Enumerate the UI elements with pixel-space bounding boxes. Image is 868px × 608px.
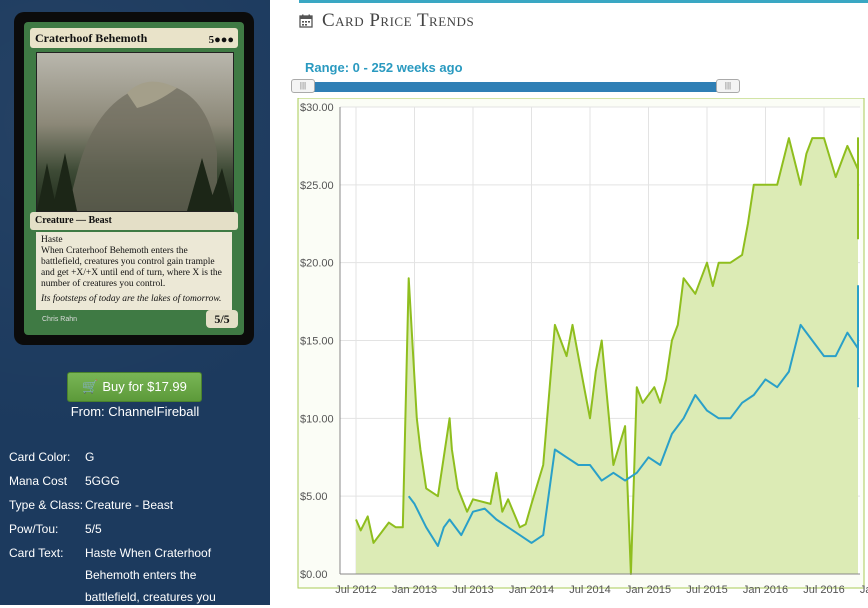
creature-art: [37, 81, 233, 211]
detail-label: Type & Class:: [9, 498, 84, 512]
y-tick-label: $10.00: [300, 413, 334, 425]
card-artist: Chris Rahn: [42, 316, 78, 323]
page-title: Card Price Trends: [322, 10, 475, 31]
card-type-line: Creature — Beast: [30, 212, 238, 230]
x-tick-label: Jan 2016: [743, 584, 788, 596]
detail-label: Card Text:: [9, 546, 64, 560]
detail-value: G: [85, 450, 95, 464]
card-title-bar: Craterhoof Behemoth 5●●●: [30, 28, 238, 48]
x-tick-label: Jul 2013: [452, 584, 494, 596]
card-rules-text: Haste When Craterhoof Behemoth enters th…: [41, 235, 222, 289]
detail-label: Card Color:: [9, 450, 71, 464]
x-axis: Jul 2012 Jan 2013 Jul 2013 Jan 2014 Jul 2014…: [335, 573, 868, 596]
y-tick-label: $5.00: [300, 491, 328, 503]
detail-value: Haste When Craterhoof Behemoth enters th…: [85, 546, 216, 604]
series-area-0: [356, 138, 858, 574]
calendar-icon: [299, 14, 313, 33]
x-tick-label: Jul 2015: [686, 584, 728, 596]
card-power-toughness: 5/5: [206, 310, 238, 328]
series-line-0: [355, 137, 859, 575]
x-tick-label: Jan 2013: [392, 584, 437, 596]
header-accent-line: [299, 0, 868, 3]
buy-button[interactable]: 🛒 Buy for $17.99: [67, 372, 202, 402]
range-label: Range: 0 - 252 weeks ago: [305, 60, 463, 75]
detail-value: 5/5: [85, 522, 102, 536]
sidebar: Craterhoof Behemoth 5●●● Creature — Beas…: [0, 0, 270, 605]
x-tick-label: Jul 2014: [569, 584, 611, 596]
y-tick-label: $25.00: [300, 180, 334, 192]
slider-handle-right[interactable]: |||: [716, 79, 740, 93]
card-image: Craterhoof Behemoth 5●●● Creature — Beas…: [14, 12, 254, 345]
card-flavor-text: Its footsteps of today are the lakes of …: [41, 294, 222, 304]
card-mana-cost: 5●●●: [208, 34, 234, 46]
detail-label: Mana Cost: [9, 474, 68, 488]
detail-label: Pow/Tou:: [9, 522, 59, 536]
y-axis: $0.00 $5.00 $10.00 $15.00 $20.00 $25.00 $30.00: [300, 102, 341, 581]
buy-label: Buy for $17.99: [102, 379, 187, 394]
card-name: Craterhoof Behemoth: [35, 31, 148, 45]
card-artwork: [36, 52, 234, 212]
card-text-box: Haste When Craterhoof Behemoth enters th…: [36, 232, 232, 310]
slider-handle-left[interactable]: |||: [291, 79, 315, 93]
x-tick-label: Jan 2017: [860, 584, 868, 596]
cart-icon: 🛒: [82, 379, 99, 394]
x-tick-label: Jul 2016: [803, 584, 845, 596]
card-frame: Craterhoof Behemoth 5●●● Creature — Beas…: [24, 22, 244, 335]
y-tick-label: $30.00: [300, 102, 334, 114]
detail-value: 5GGG: [85, 474, 120, 488]
series-line-1: [407, 285, 859, 547]
chart-series: [355, 137, 859, 575]
range-slider[interactable]: [300, 82, 740, 92]
x-tick-label: Jan 2014: [509, 584, 554, 596]
price-chart: $0.00 $5.00 $10.00 $15.00 $20.00 $25.00 $30.00…: [297, 98, 868, 596]
x-tick-label: Jul 2012: [335, 584, 377, 596]
y-tick-label: $0.00: [300, 569, 328, 581]
y-tick-label: $20.00: [300, 258, 334, 270]
detail-value: Creature - Beast: [85, 498, 174, 512]
buy-source: From: ChannelFireball: [70, 404, 200, 419]
y-tick-label: $15.00: [300, 336, 334, 348]
x-tick-label: Jan 2015: [626, 584, 671, 596]
